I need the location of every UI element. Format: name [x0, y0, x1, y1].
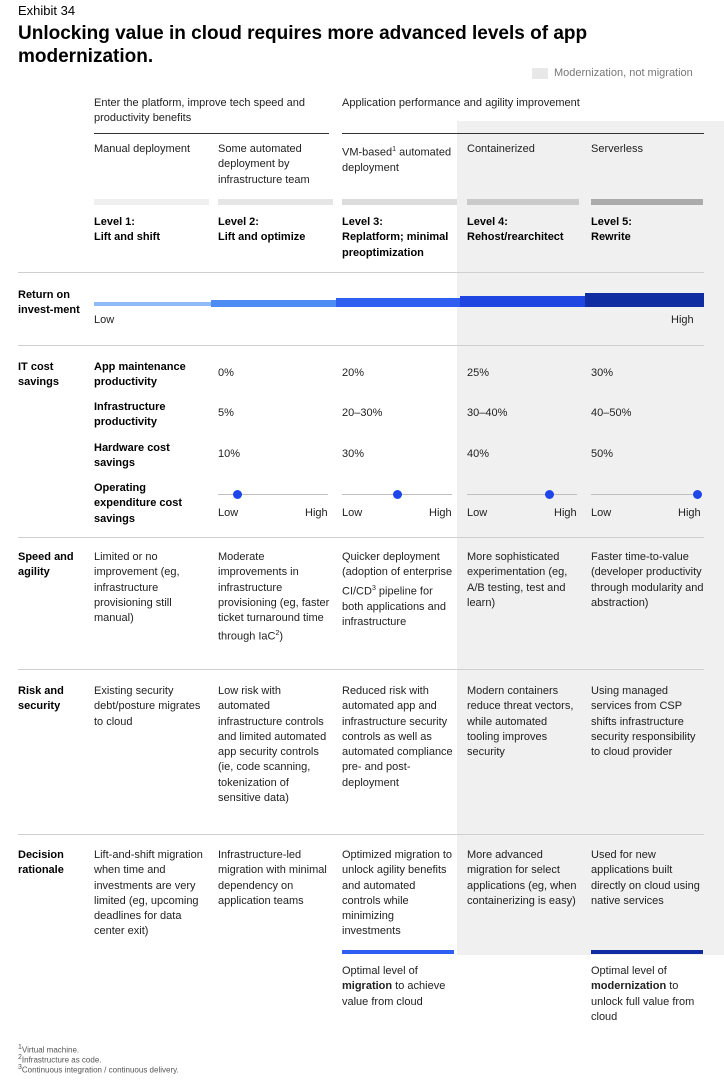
- deployment-level-3: VM-based1 automated deployment: [342, 146, 452, 174]
- speed-l1: Limited or no improvement (eg, infrastru…: [94, 551, 180, 625]
- optimal-migration-bar: [342, 950, 454, 954]
- roi-bar-2: [211, 300, 336, 307]
- roi-bar-1: [94, 302, 211, 306]
- group-divider-2: [342, 133, 704, 134]
- group-header-platform: Enter the platform, improve tech speed a…: [94, 97, 305, 124]
- footnote-3: 3Continuous integration / continuous del…: [18, 1064, 179, 1075]
- risk-l1: Existing security debt/posture migrates …: [94, 685, 201, 728]
- infrastructure-productivity-l2: 5%: [218, 407, 234, 419]
- roi-bar-4: [460, 296, 585, 307]
- hardware-cost-l3: 30%: [342, 448, 365, 460]
- decision-l3: Optimized migration to unlock agility be…: [342, 849, 453, 938]
- opex-low-l5: Low: [591, 507, 612, 519]
- divider-risk: [18, 669, 704, 670]
- infrastructure-productivity-l4: 30–40%: [467, 407, 508, 419]
- level-2: Level 2: Lift and optimize: [218, 216, 306, 244]
- opex-low-l3: Low: [342, 507, 363, 519]
- decision-l2: Infrastructure-led migration with minima…: [218, 849, 327, 907]
- app-maintenance-label: App maintenance productivity: [94, 361, 186, 389]
- group-header-performance: Application performance and agility impr…: [342, 97, 580, 109]
- hardware-cost-l2: 10%: [218, 448, 241, 460]
- level-3: Level 3: Replatform; minimal preoptimizat…: [342, 216, 449, 259]
- opex-high-l4: High: [554, 507, 577, 519]
- opex-track-l2: [218, 494, 328, 495]
- hardware-cost-l5: 50%: [591, 448, 614, 460]
- exhibit-label: Exhibit 34: [18, 3, 76, 18]
- hardware-cost-l4: 40%: [467, 448, 490, 460]
- opex-high-l2: High: [305, 507, 328, 519]
- opex-track-l4: [467, 494, 577, 495]
- divider-it-cost: [18, 345, 704, 346]
- level-4: Level 4: Rehost/rearchitect: [467, 216, 564, 244]
- opex-low-l2: Low: [218, 507, 239, 519]
- divider-roi: [18, 272, 704, 273]
- risk-l5: Using managed services from CSP shifts i…: [591, 685, 696, 759]
- hardware-cost-label: Hardware cost savings: [94, 442, 170, 470]
- app-maintenance-l2: 0%: [218, 367, 234, 379]
- opex-low-l4: Low: [467, 507, 488, 519]
- infrastructure-productivity-label: Infrastructure productivity: [94, 401, 166, 429]
- risk-l2: Low risk with automated infrastructure c…: [218, 685, 327, 805]
- deployment-level-1: Manual deployment: [94, 143, 191, 155]
- app-maintenance-l5: 30%: [591, 367, 614, 379]
- decision-l4: More advanced migration for select appli…: [467, 849, 577, 907]
- opex-dot-l4: [545, 490, 554, 499]
- it-cost-label: IT cost savings: [18, 361, 59, 389]
- optimal-migration-note: Optimal level of migration to achieve va…: [342, 965, 446, 1008]
- level-bar-1: [94, 199, 209, 205]
- legend-swatch: [532, 68, 548, 79]
- roi-bar-5: [585, 293, 704, 307]
- level-bar-3: [342, 199, 457, 205]
- infrastructure-productivity-l3: 20–30%: [342, 407, 383, 419]
- optimal-modernization-note: Optimal level of modernization to unlock…: [591, 965, 695, 1023]
- deployment-level-2: Some automated deployment by infrastruct…: [218, 143, 310, 186]
- divider-decision: [18, 834, 704, 835]
- roi-high-label: High: [671, 314, 694, 326]
- modernization-shaded-area: [457, 121, 724, 955]
- deployment-level-5: Serverless: [591, 143, 643, 155]
- footnote-1: 1Virtual machine.: [18, 1044, 80, 1055]
- level-bar-4: [467, 199, 579, 205]
- level-bar-2: [218, 199, 333, 205]
- opex-savings-label: Operating expenditure cost savings: [94, 482, 183, 525]
- group-divider-1: [94, 133, 329, 134]
- level-5: Level 5: Rewrite: [591, 216, 632, 244]
- speed-l2: Moderate improvements in infrastructure …: [218, 551, 330, 644]
- roi-label: Return on invest-ment: [18, 289, 80, 317]
- infrastructure-productivity-l5: 40–50%: [591, 407, 632, 419]
- deployment-level-4: Containerized: [467, 143, 535, 155]
- speed-l3: Quicker deployment (adoption of enterpri…: [342, 551, 453, 628]
- optimal-modernization-bar: [591, 950, 703, 954]
- speed-l5: Faster time-to-value (developer producti…: [591, 551, 704, 609]
- page-title: Unlocking value in cloud requires more a…: [18, 23, 588, 67]
- speed-l4: More sophisticated experimentation (eg, …: [467, 551, 568, 609]
- legend-label: Modernization, not migration: [554, 67, 693, 79]
- speed-label: Speed and agility: [18, 551, 74, 579]
- level-bar-5: [591, 199, 703, 205]
- decision-label: Decision rationale: [18, 849, 64, 877]
- opex-dot-l2: [233, 490, 243, 499]
- roi-bar-3: [336, 298, 460, 307]
- risk-l4: Modern containers reduce threat vectors,…: [467, 685, 574, 759]
- opex-high-l5: High: [678, 507, 701, 519]
- footnote-2: 2Infrastructure as code.: [18, 1054, 102, 1065]
- opex-track-l5: [591, 494, 701, 495]
- app-maintenance-l4: 25%: [467, 367, 490, 379]
- app-maintenance-l3: 20%: [342, 367, 365, 379]
- opex-high-l3: High: [429, 507, 452, 519]
- decision-l5: Used for new applications built directly…: [591, 849, 700, 907]
- risk-l3: Reduced risk with automated app and infr…: [342, 685, 453, 789]
- level-1: Level 1: Lift and shift: [94, 216, 160, 244]
- decision-l1: Lift-and-shift migration when time and i…: [94, 849, 203, 938]
- roi-low-label: Low: [94, 314, 115, 326]
- opex-dot-l5: [693, 490, 703, 499]
- risk-label: Risk and security: [18, 685, 64, 713]
- divider-speed: [18, 537, 704, 538]
- opex-dot-l3: [392, 490, 402, 499]
